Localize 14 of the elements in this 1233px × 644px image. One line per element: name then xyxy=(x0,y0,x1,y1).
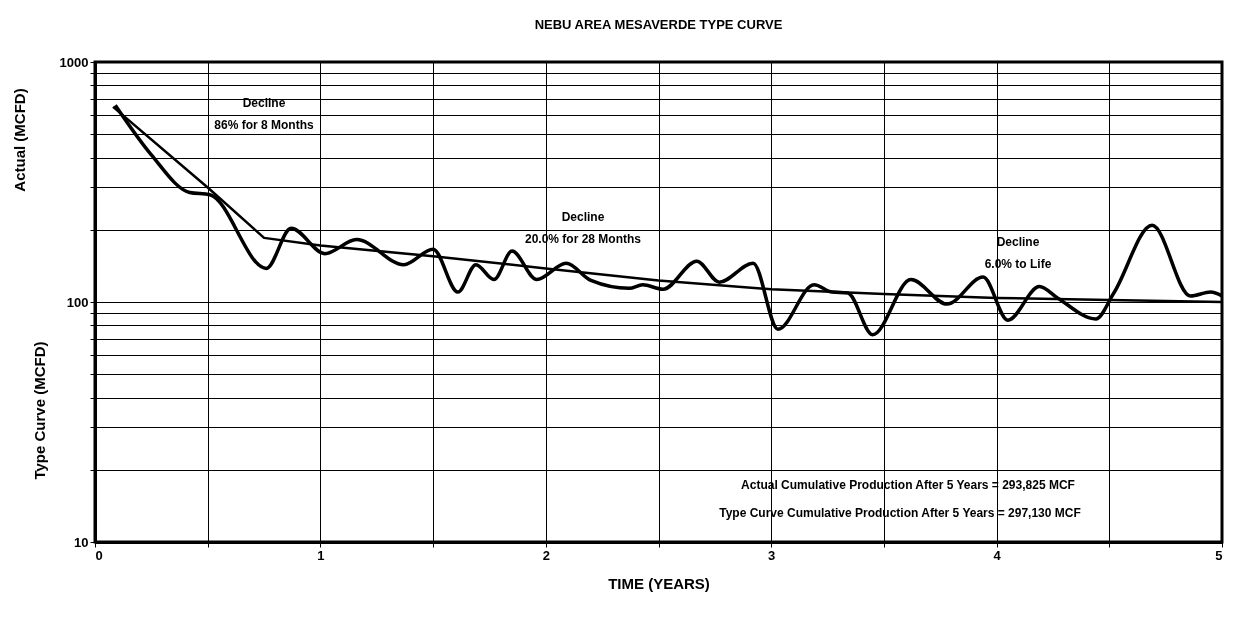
y-axis-title: Type Curve (MCFD) xyxy=(30,341,48,480)
x-tick-label: 3 xyxy=(768,547,776,563)
x-tick-label: 2 xyxy=(542,547,550,563)
x-tick-label: 5 xyxy=(1215,547,1223,563)
x-axis-title: TIME (YEARS) xyxy=(608,574,710,592)
y-tick-label: 1000 xyxy=(59,54,89,70)
y-tick-label: 10 xyxy=(74,534,89,550)
x-tick-label: 0 xyxy=(95,547,103,563)
text: Actual (MCFD) xyxy=(11,88,28,192)
chart-title: NEBU AREA MESAVERDE TYPE CURVE xyxy=(534,17,783,32)
y-tick-label: 100 xyxy=(66,294,89,310)
x-tick-label: 4 xyxy=(993,547,1002,563)
annotation: Decline 86% for 8 Months xyxy=(214,96,314,132)
x-tick-label: 1 xyxy=(317,547,325,563)
